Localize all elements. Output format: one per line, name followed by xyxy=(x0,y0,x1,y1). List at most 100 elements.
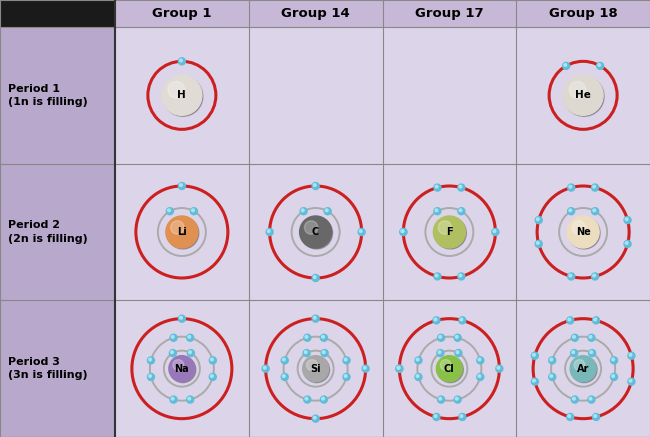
Circle shape xyxy=(629,379,632,382)
Circle shape xyxy=(267,230,270,232)
Circle shape xyxy=(178,183,185,190)
Circle shape xyxy=(598,64,601,66)
Circle shape xyxy=(266,229,273,236)
Circle shape xyxy=(497,367,500,369)
Circle shape xyxy=(320,334,328,341)
Circle shape xyxy=(569,81,586,98)
Circle shape xyxy=(190,208,198,215)
Text: Period 3
(3n is filling): Period 3 (3n is filling) xyxy=(8,357,88,380)
Circle shape xyxy=(149,358,151,361)
Circle shape xyxy=(456,351,459,354)
Circle shape xyxy=(363,367,366,369)
Circle shape xyxy=(178,315,185,322)
Circle shape xyxy=(593,185,595,188)
Circle shape xyxy=(304,334,311,341)
Circle shape xyxy=(572,221,586,234)
Circle shape xyxy=(169,356,195,382)
Circle shape xyxy=(312,274,319,281)
Circle shape xyxy=(589,397,592,400)
Circle shape xyxy=(415,374,422,381)
Circle shape xyxy=(459,185,462,188)
Circle shape xyxy=(312,183,319,190)
Bar xyxy=(249,300,382,437)
Circle shape xyxy=(573,397,575,400)
Circle shape xyxy=(588,396,595,403)
Circle shape xyxy=(477,357,484,364)
Circle shape xyxy=(573,336,575,338)
Circle shape xyxy=(612,375,614,378)
Circle shape xyxy=(531,378,538,385)
Text: C: C xyxy=(312,227,319,237)
Text: Ar: Ar xyxy=(577,364,590,374)
Circle shape xyxy=(568,217,600,249)
Bar xyxy=(382,164,516,300)
Circle shape xyxy=(628,378,635,385)
Circle shape xyxy=(564,76,604,116)
Circle shape xyxy=(167,217,199,249)
Circle shape xyxy=(459,209,462,212)
Circle shape xyxy=(435,209,438,212)
Circle shape xyxy=(304,357,330,383)
Circle shape xyxy=(300,216,332,248)
Circle shape xyxy=(148,357,155,364)
Circle shape xyxy=(304,351,307,354)
Circle shape xyxy=(170,350,176,357)
Circle shape xyxy=(459,317,466,324)
Circle shape xyxy=(416,358,419,361)
Circle shape xyxy=(307,360,317,371)
Circle shape xyxy=(304,221,318,234)
Circle shape xyxy=(478,358,481,361)
Text: Period 2
(2n is filling): Period 2 (2n is filling) xyxy=(8,220,88,243)
Circle shape xyxy=(460,318,463,321)
Bar xyxy=(382,300,516,437)
Circle shape xyxy=(459,274,462,277)
Circle shape xyxy=(493,230,496,232)
Circle shape xyxy=(437,396,445,403)
Circle shape xyxy=(458,273,465,280)
Circle shape xyxy=(397,367,400,369)
Circle shape xyxy=(416,375,419,378)
Circle shape xyxy=(170,357,196,383)
Circle shape xyxy=(312,315,319,322)
Text: Period 1
(1n is filling): Period 1 (1n is filling) xyxy=(8,84,88,107)
Circle shape xyxy=(437,350,444,357)
Circle shape xyxy=(564,64,567,66)
Circle shape xyxy=(170,334,177,341)
Circle shape xyxy=(396,365,403,372)
Circle shape xyxy=(188,351,191,354)
Circle shape xyxy=(456,397,458,400)
Bar xyxy=(115,0,650,27)
Circle shape xyxy=(593,274,595,277)
Circle shape xyxy=(593,317,599,324)
Circle shape xyxy=(439,397,441,400)
Circle shape xyxy=(625,218,628,221)
Circle shape xyxy=(440,360,451,371)
Circle shape xyxy=(434,273,441,280)
Text: Li: Li xyxy=(177,227,187,237)
Circle shape xyxy=(593,413,599,420)
Circle shape xyxy=(300,208,307,215)
Circle shape xyxy=(567,184,575,191)
Circle shape xyxy=(436,356,462,382)
Circle shape xyxy=(396,365,403,372)
Circle shape xyxy=(283,375,285,378)
Text: H: H xyxy=(177,90,187,101)
Circle shape xyxy=(302,209,304,212)
Circle shape xyxy=(433,413,440,420)
Circle shape xyxy=(209,357,216,364)
Circle shape xyxy=(594,318,597,321)
Circle shape xyxy=(458,208,465,215)
Circle shape xyxy=(438,221,452,234)
Circle shape xyxy=(460,415,463,417)
Circle shape xyxy=(456,336,458,338)
Circle shape xyxy=(179,184,182,187)
Circle shape xyxy=(589,350,595,357)
Text: Group 14: Group 14 xyxy=(281,7,350,20)
Bar xyxy=(0,164,115,300)
Circle shape xyxy=(305,336,307,338)
Circle shape xyxy=(436,185,438,188)
Circle shape xyxy=(571,396,578,403)
Circle shape xyxy=(454,396,461,403)
Circle shape xyxy=(312,415,319,422)
Circle shape xyxy=(535,217,542,224)
